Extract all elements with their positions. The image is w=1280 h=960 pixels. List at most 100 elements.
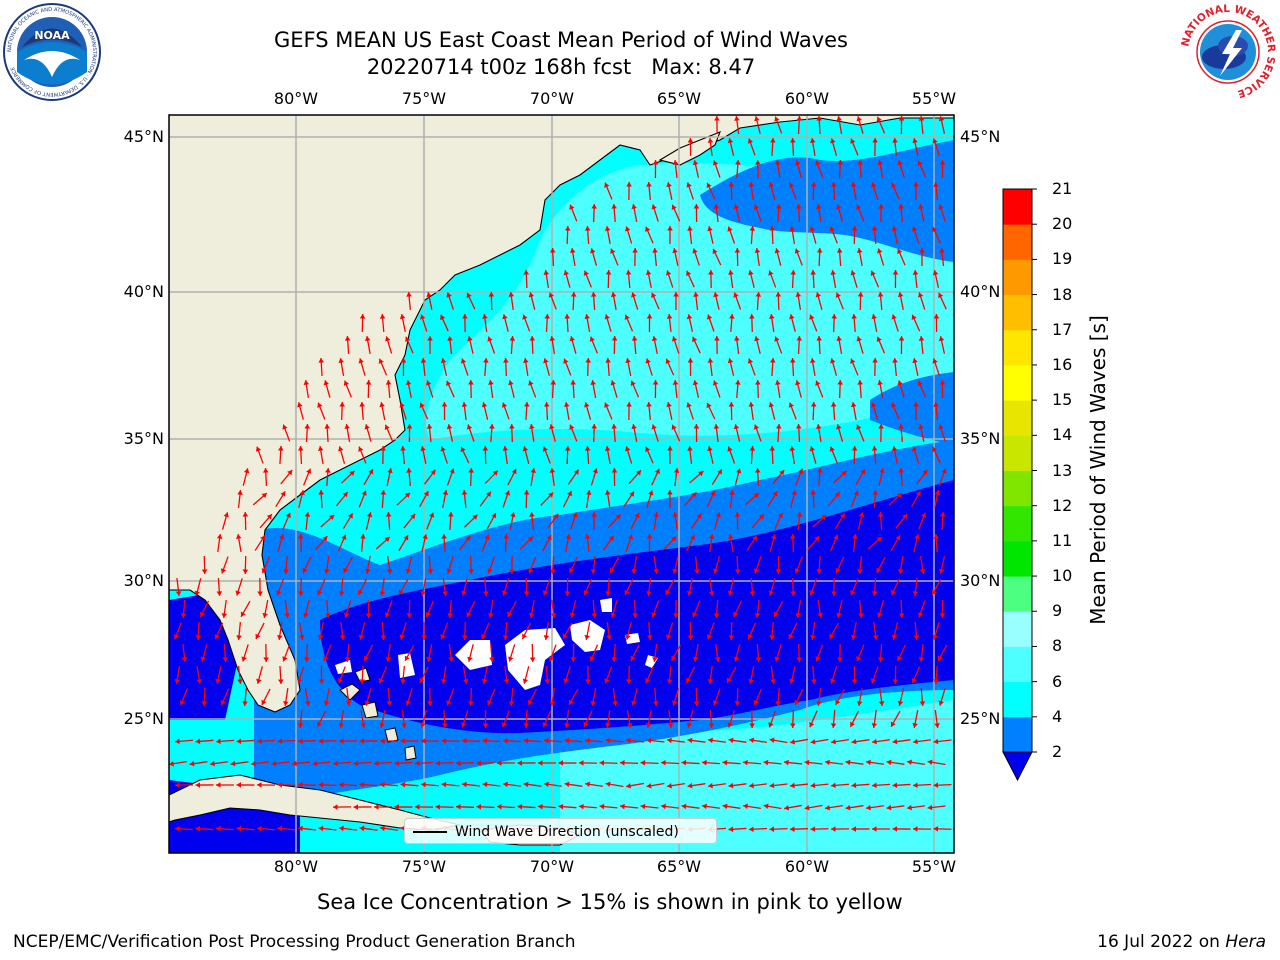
wave-direction-arrow — [612, 687, 618, 707]
wave-direction-arrow — [626, 665, 632, 685]
wave-direction-arrow — [851, 225, 858, 245]
wave-direction-arrow — [911, 490, 921, 508]
wave-direction-arrow — [811, 665, 817, 685]
wave-direction-arrow — [912, 577, 919, 597]
wave-direction-arrow — [195, 621, 202, 641]
wave-direction-arrow — [906, 804, 926, 811]
wave-direction-arrow — [734, 468, 742, 486]
wave-direction-arrow — [584, 622, 591, 640]
wave-direction-arrow — [221, 512, 229, 530]
legend-text: Wind Wave Direction (unscaled) — [455, 824, 679, 840]
wave-direction-arrow — [365, 379, 372, 399]
wave-direction-arrow — [788, 182, 797, 200]
wave-direction-arrow — [830, 666, 838, 684]
wind-wave-arrows — [169, 115, 952, 833]
wave-direction-arrow — [857, 291, 864, 311]
wave-direction-arrow — [277, 622, 283, 640]
wave-direction-arrow — [816, 247, 823, 267]
wave-direction-arrow — [194, 578, 202, 596]
wave-direction-arrow — [692, 600, 701, 618]
wave-direction-arrow — [831, 577, 837, 597]
lat-label-left-45n: 45°N — [123, 127, 164, 146]
wave-direction-arrow — [815, 204, 822, 222]
colorbar-tick-label: 11 — [1052, 530, 1073, 550]
wave-direction-arrow — [277, 782, 296, 788]
wave-direction-arrow — [335, 491, 349, 507]
wave-direction-arrow — [398, 534, 409, 552]
wave-direction-arrow — [640, 760, 659, 766]
wave-direction-arrow — [850, 402, 857, 420]
wave-direction-arrow — [570, 291, 577, 311]
wave-direction-arrow — [687, 357, 694, 377]
wave-direction-arrow — [727, 226, 736, 244]
wave-direction-arrow — [399, 402, 407, 420]
wave-direction-arrow — [419, 402, 429, 420]
wave-direction-arrow — [363, 468, 374, 486]
wave-direction-arrow — [878, 468, 885, 486]
wave-direction-arrow — [590, 291, 597, 311]
wave-direction-arrow — [589, 644, 599, 662]
wave-direction-arrow — [297, 825, 317, 832]
wave-direction-arrow — [237, 489, 243, 509]
lat-label-right-25n: 25°N — [960, 709, 1001, 728]
wave-direction-arrow — [400, 665, 406, 685]
wave-direction-arrow — [898, 423, 904, 443]
wave-direction-arrow — [768, 402, 776, 420]
wave-direction-arrow — [708, 577, 715, 597]
wave-direction-arrow — [748, 401, 755, 421]
wave-direction-arrow — [304, 688, 311, 706]
wave-direction-arrow — [283, 555, 289, 575]
lon-label-bottom-60w: 60°W — [784, 857, 830, 876]
wave-direction-arrow — [912, 782, 932, 789]
wave-direction-arrow — [509, 512, 516, 530]
map-area — [169, 115, 954, 853]
wave-direction-arrow — [763, 759, 782, 766]
wave-direction-arrow — [733, 644, 741, 662]
wave-direction-arrow — [673, 467, 680, 487]
wave-direction-arrow — [297, 709, 304, 729]
wave-direction-arrow — [892, 137, 898, 157]
wave-direction-arrow — [522, 446, 530, 464]
wave-direction-arrow — [584, 737, 604, 744]
wave-direction-arrow — [461, 578, 468, 596]
wave-direction-arrow — [426, 644, 433, 662]
lon-label-bottom-65w: 65°W — [656, 857, 702, 876]
wave-direction-arrow — [590, 555, 597, 575]
wave-direction-arrow — [804, 759, 823, 766]
wave-direction-arrow — [626, 401, 632, 421]
colorbar-tick-label: 14 — [1052, 425, 1073, 445]
wave-direction-arrow — [714, 115, 720, 135]
wave-direction-arrow — [913, 182, 919, 200]
wave-direction-arrow — [815, 644, 824, 662]
wave-direction-arrow — [727, 578, 735, 596]
wave-direction-arrow — [673, 292, 679, 310]
wave-direction-arrow — [707, 446, 714, 464]
wave-direction-arrow — [917, 380, 927, 398]
wave-direction-arrow — [216, 782, 234, 788]
wave-direction-arrow — [835, 556, 845, 574]
wave-direction-arrow — [892, 269, 899, 289]
wave-direction-arrow — [570, 512, 578, 530]
wave-direction-arrow — [788, 622, 798, 640]
wave-direction-arrow — [927, 804, 946, 811]
wave-direction-arrow — [646, 577, 652, 597]
wave-direction-arrow — [359, 401, 365, 421]
wave-direction-arrow — [913, 534, 920, 552]
wave-direction-arrow — [358, 622, 366, 640]
wave-direction-arrow — [933, 665, 939, 685]
wave-direction-arrow — [651, 468, 660, 486]
wave-direction-arrow — [856, 204, 865, 222]
wave-direction-arrow — [774, 644, 782, 662]
wave-direction-arrow — [375, 536, 391, 550]
wave-direction-arrow — [503, 357, 509, 377]
wave-direction-arrow — [261, 556, 271, 574]
wave-direction-arrow — [324, 423, 331, 443]
wave-direction-arrow — [374, 804, 392, 810]
wave-direction-arrow — [318, 825, 337, 832]
colorbar-tick-label: 4 — [1052, 706, 1063, 726]
wave-direction-arrow — [646, 737, 665, 744]
wave-direction-arrow — [315, 535, 328, 551]
wave-direction-arrow — [851, 738, 870, 745]
wave-direction-arrow — [578, 760, 598, 766]
wave-direction-arrow — [931, 578, 942, 596]
